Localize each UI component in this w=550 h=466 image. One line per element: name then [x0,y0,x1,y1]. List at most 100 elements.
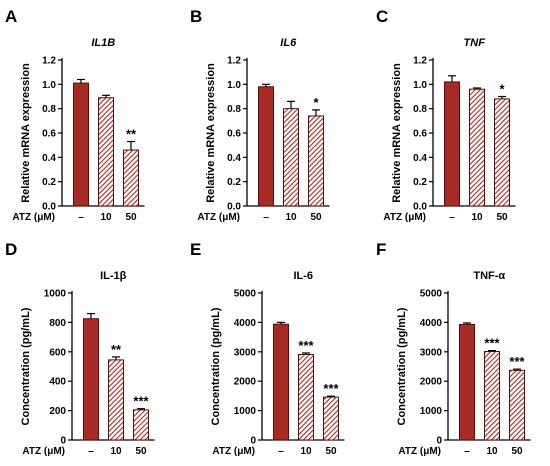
x-category-label: – [88,446,94,457]
bar-control [459,323,475,441]
y-tick-label: 0.2 [42,177,56,188]
y-tick-label: 0.8 [227,104,241,115]
bar-atz-10 [469,88,485,207]
bar-control [83,318,99,441]
x-category-label: – [464,446,470,457]
x-category-label: 50 [325,446,337,457]
x-category-label: 50 [125,212,137,223]
y-tick-label: 0.0 [227,202,241,213]
x-axis-label: ATZ (μM) [22,446,65,457]
panel-letter: C [376,7,388,26]
y-tick-label: 0.4 [227,153,241,164]
chart-panel-f: F TNF-α 0 1000 2000 3000 4000 5000 Concentration… [376,240,531,457]
y-tick-label: 1.2 [42,56,56,67]
y-tick-label: 5000 [234,289,257,300]
y-tick-label: 1.2 [413,56,427,67]
chart-panel-b: B IL6 0.0 0.2 0.4 0.6 0.8 1.0 1.2 Relative mRNA e… [190,7,330,223]
y-tick-label: 4000 [234,318,257,329]
bar-control [444,81,460,207]
y-axis-label: Concentration (pg/mL) [396,307,408,425]
bar-atz-10 [108,359,124,441]
y-tick-label: 1.0 [227,80,241,91]
bar-atz-50 [133,409,149,441]
chart-panel-e: E IL-6 0 1000 2000 3000 4000 5000 Concentration … [190,240,345,457]
x-category-label: – [449,212,455,223]
panel-letter: F [376,240,386,259]
y-tick-label: 600 [49,347,66,358]
y-tick-label: 0 [436,436,442,447]
chart-title: TNF-α [473,270,505,282]
y-tick-label: 200 [49,406,66,417]
y-axis-label: Concentration (pg/mL) [20,307,32,425]
x-axis-label: ATZ (μM) [197,212,240,223]
y-tick-label: 2000 [234,377,257,388]
x-category-label: – [78,212,84,223]
bar-atz-50 [123,149,139,207]
bar-atz-10 [98,97,114,207]
y-tick-label: 4000 [420,318,443,329]
bar-control [258,86,274,207]
y-tick-label: 0.6 [42,129,56,140]
chart-panel-c: C TNF 0.0 0.2 0.4 0.6 0.8 1.0 1.2 Relative mRNA e… [376,7,516,223]
bar-atz-50 [494,98,510,207]
significance-marker: *** [323,381,339,396]
y-tick-label: 1000 [234,406,257,417]
bar-control [73,82,89,207]
y-axis-label: Relative mRNA expression [20,63,32,203]
y-tick-label: 0.4 [413,153,427,164]
x-category-label: – [263,212,269,223]
x-category-label: 10 [471,212,483,223]
x-category-label: 50 [310,212,322,223]
y-tick-label: 400 [49,377,66,388]
bar-atz-50 [323,396,339,441]
x-category-label: 10 [100,212,112,223]
bar-atz-10 [283,108,299,207]
bar-atz-50 [308,115,324,207]
x-category-label: 50 [511,446,523,457]
chart-title: IL-6 [293,270,313,282]
bar-atz-50 [509,369,525,441]
y-axis-label: Relative mRNA expression [205,63,217,203]
y-axis-label: Concentration (pg/mL) [210,307,222,425]
x-category-label: 50 [496,212,508,223]
chart-title: IL1B [91,37,115,49]
chart-title: IL6 [280,37,297,49]
panel-letter: D [5,240,17,259]
y-tick-label: 1.0 [42,80,56,91]
significance-marker: *** [484,336,500,351]
significance-marker: * [313,95,319,110]
y-tick-label: 0.6 [227,129,241,140]
y-tick-label: 0.8 [413,104,427,115]
y-tick-label: 1.0 [413,80,427,91]
y-tick-label: 0.4 [42,153,56,164]
bar-control [273,323,289,441]
x-category-label: 10 [285,212,297,223]
y-tick-label: 1000 [44,289,67,300]
significance-marker: ** [111,342,122,357]
significance-marker: *** [133,394,149,409]
chart-title: IL-1β [100,270,127,282]
panel-letter: A [5,7,17,26]
y-tick-label: 2000 [420,377,443,388]
y-tick-label: 1000 [420,406,443,417]
x-category-label: 50 [135,446,147,457]
x-category-label: 10 [486,446,498,457]
significance-marker: *** [298,338,314,353]
y-tick-label: 0 [250,436,256,447]
y-tick-label: 0 [60,436,66,447]
panel-letter: B [190,7,202,26]
chart-panel-a: A IL1B 0.0 0.2 0.4 0.6 0.8 1.0 1.2 Relative mRNA … [5,7,145,223]
significance-marker: * [499,82,505,97]
x-axis-label: ATZ (μM) [398,446,441,457]
bar-atz-10 [298,353,314,441]
chart-title: TNF [464,37,486,49]
y-tick-label: 0.2 [413,177,427,188]
y-tick-label: 0.0 [413,202,427,213]
y-tick-label: 1.2 [227,56,241,67]
y-axis-label: Relative mRNA expression [391,63,403,203]
chart-panel-d: D IL-1β 0 200 400 600 800 1000 Concentration (pg… [5,240,155,457]
y-tick-label: 0.2 [227,177,241,188]
y-tick-label: 800 [49,318,66,329]
y-tick-label: 3000 [420,347,443,358]
